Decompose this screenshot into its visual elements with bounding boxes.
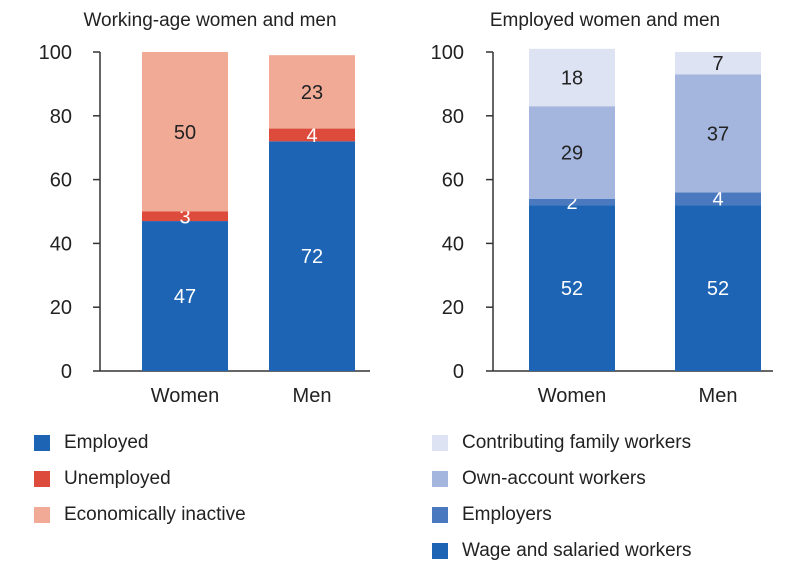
legend-item-wage: Wage and salaried workers <box>432 533 692 569</box>
bar-segment-economically-inactive-women <box>142 52 228 212</box>
data-label-contributing-family-workers-women: 18 <box>561 68 583 90</box>
data-label-employed-women: 47 <box>174 286 196 308</box>
y-tick-label: 100 <box>431 42 464 64</box>
x-category-label: Men <box>699 385 738 407</box>
y-tick-label: 0 <box>61 361 72 383</box>
bar-segment-own-account-workers-men <box>675 74 761 193</box>
legend-item-unemployed: Unemployed <box>34 461 246 497</box>
data-label-own-account-workers-women: 29 <box>561 142 583 164</box>
legend-working-age: Employed Unemployed Economically inactiv… <box>34 425 246 533</box>
y-tick-label: 0 <box>453 361 464 383</box>
chart-employed: Employed women and men 0 20 40 60 80 100 Women 5… <box>400 0 803 420</box>
legend-label-family: Contributing family workers <box>462 432 692 453</box>
legend-label-unemployed: Unemployed <box>64 468 171 489</box>
legend-item-inactive: Economically inactive <box>34 497 246 533</box>
y-tick-label: 20 <box>50 297 72 319</box>
bar-segment-employers-women <box>529 198 615 206</box>
legend-item-family: Contributing family workers <box>432 425 692 461</box>
data-label-own-account-workers-men: 37 <box>707 123 729 145</box>
data-label-employed-men: 72 <box>301 246 323 268</box>
legend-swatch-inactive <box>34 507 50 523</box>
x-category-label: Women <box>538 385 607 407</box>
y-tick-label: 40 <box>442 233 464 255</box>
legend-item-employers: Employers <box>432 497 692 533</box>
legend-swatch-wage <box>432 543 448 559</box>
data-label-unemployed-men: 4 <box>306 125 317 147</box>
bar-segment-unemployed-men <box>269 128 355 142</box>
data-label-economically-inactive-women: 50 <box>174 122 196 144</box>
chart-title: Working-age women and men <box>83 10 336 31</box>
y-tick-label: 80 <box>442 106 464 128</box>
bar-segment-contributing-family-workers-women <box>529 48 615 107</box>
y-tick-label: 60 <box>442 170 464 192</box>
data-label-economically-inactive-men: 23 <box>301 82 323 104</box>
data-label-employers-men: 4 <box>712 189 723 211</box>
legend-label-employed: Employed <box>64 432 149 453</box>
legend-swatch-own-account <box>432 471 448 487</box>
chart-working-age: Working-age women and men 0 20 40 60 80 100 Wom… <box>0 0 400 420</box>
bar-segment-contributing-family-workers-men <box>675 52 761 75</box>
x-category-label: Women <box>151 385 220 407</box>
legend-label-inactive: Economically inactive <box>64 504 246 525</box>
x-category-label: Men <box>293 385 332 407</box>
chart-svg: Working-age women and men 0 20 40 60 80 100 Wom… <box>39 10 370 407</box>
data-label-unemployed-women: 3 <box>179 206 190 228</box>
data-label-employers-women: 2 <box>566 192 577 214</box>
bar-segment-own-account-workers-women <box>529 106 615 199</box>
y-tick-label: 100 <box>39 42 72 64</box>
data-label-wage-and-salaried-workers-men: 52 <box>707 278 729 300</box>
bar-segment-wage-and-salaried-workers-men <box>675 205 761 371</box>
legend-label-wage: Wage and salaried workers <box>462 540 692 561</box>
bar-segment-employed-men <box>269 141 355 371</box>
bar-segment-economically-inactive-men <box>269 55 355 129</box>
chart-svg: Employed women and men 0 20 40 60 80 100 Women 5… <box>431 10 773 407</box>
data-label-wage-and-salaried-workers-women: 52 <box>561 278 583 300</box>
legend-swatch-employers <box>432 507 448 523</box>
chart-title: Employed women and men <box>490 10 720 31</box>
legend-swatch-unemployed <box>34 471 50 487</box>
legend-swatch-family <box>432 435 448 451</box>
legend-label-employers: Employers <box>462 504 552 525</box>
legend-swatch-employed <box>34 435 50 451</box>
y-tick-label: 20 <box>442 297 464 319</box>
bar-segment-employers-men <box>675 192 761 206</box>
y-tick-label: 40 <box>50 233 72 255</box>
bar-segment-wage-and-salaried-workers-women <box>529 205 615 371</box>
bar-segment-employed-women <box>142 221 228 371</box>
legend-item-employed: Employed <box>34 425 246 461</box>
data-label-contributing-family-workers-men: 7 <box>712 53 723 75</box>
legend-item-own-account: Own-account workers <box>432 461 692 497</box>
y-tick-label: 60 <box>50 170 72 192</box>
bar-segment-unemployed-women <box>142 211 228 222</box>
legend-employed: Contributing family workers Own-account … <box>432 425 692 569</box>
y-tick-label: 80 <box>50 106 72 128</box>
legend-label-own-account: Own-account workers <box>462 468 646 489</box>
